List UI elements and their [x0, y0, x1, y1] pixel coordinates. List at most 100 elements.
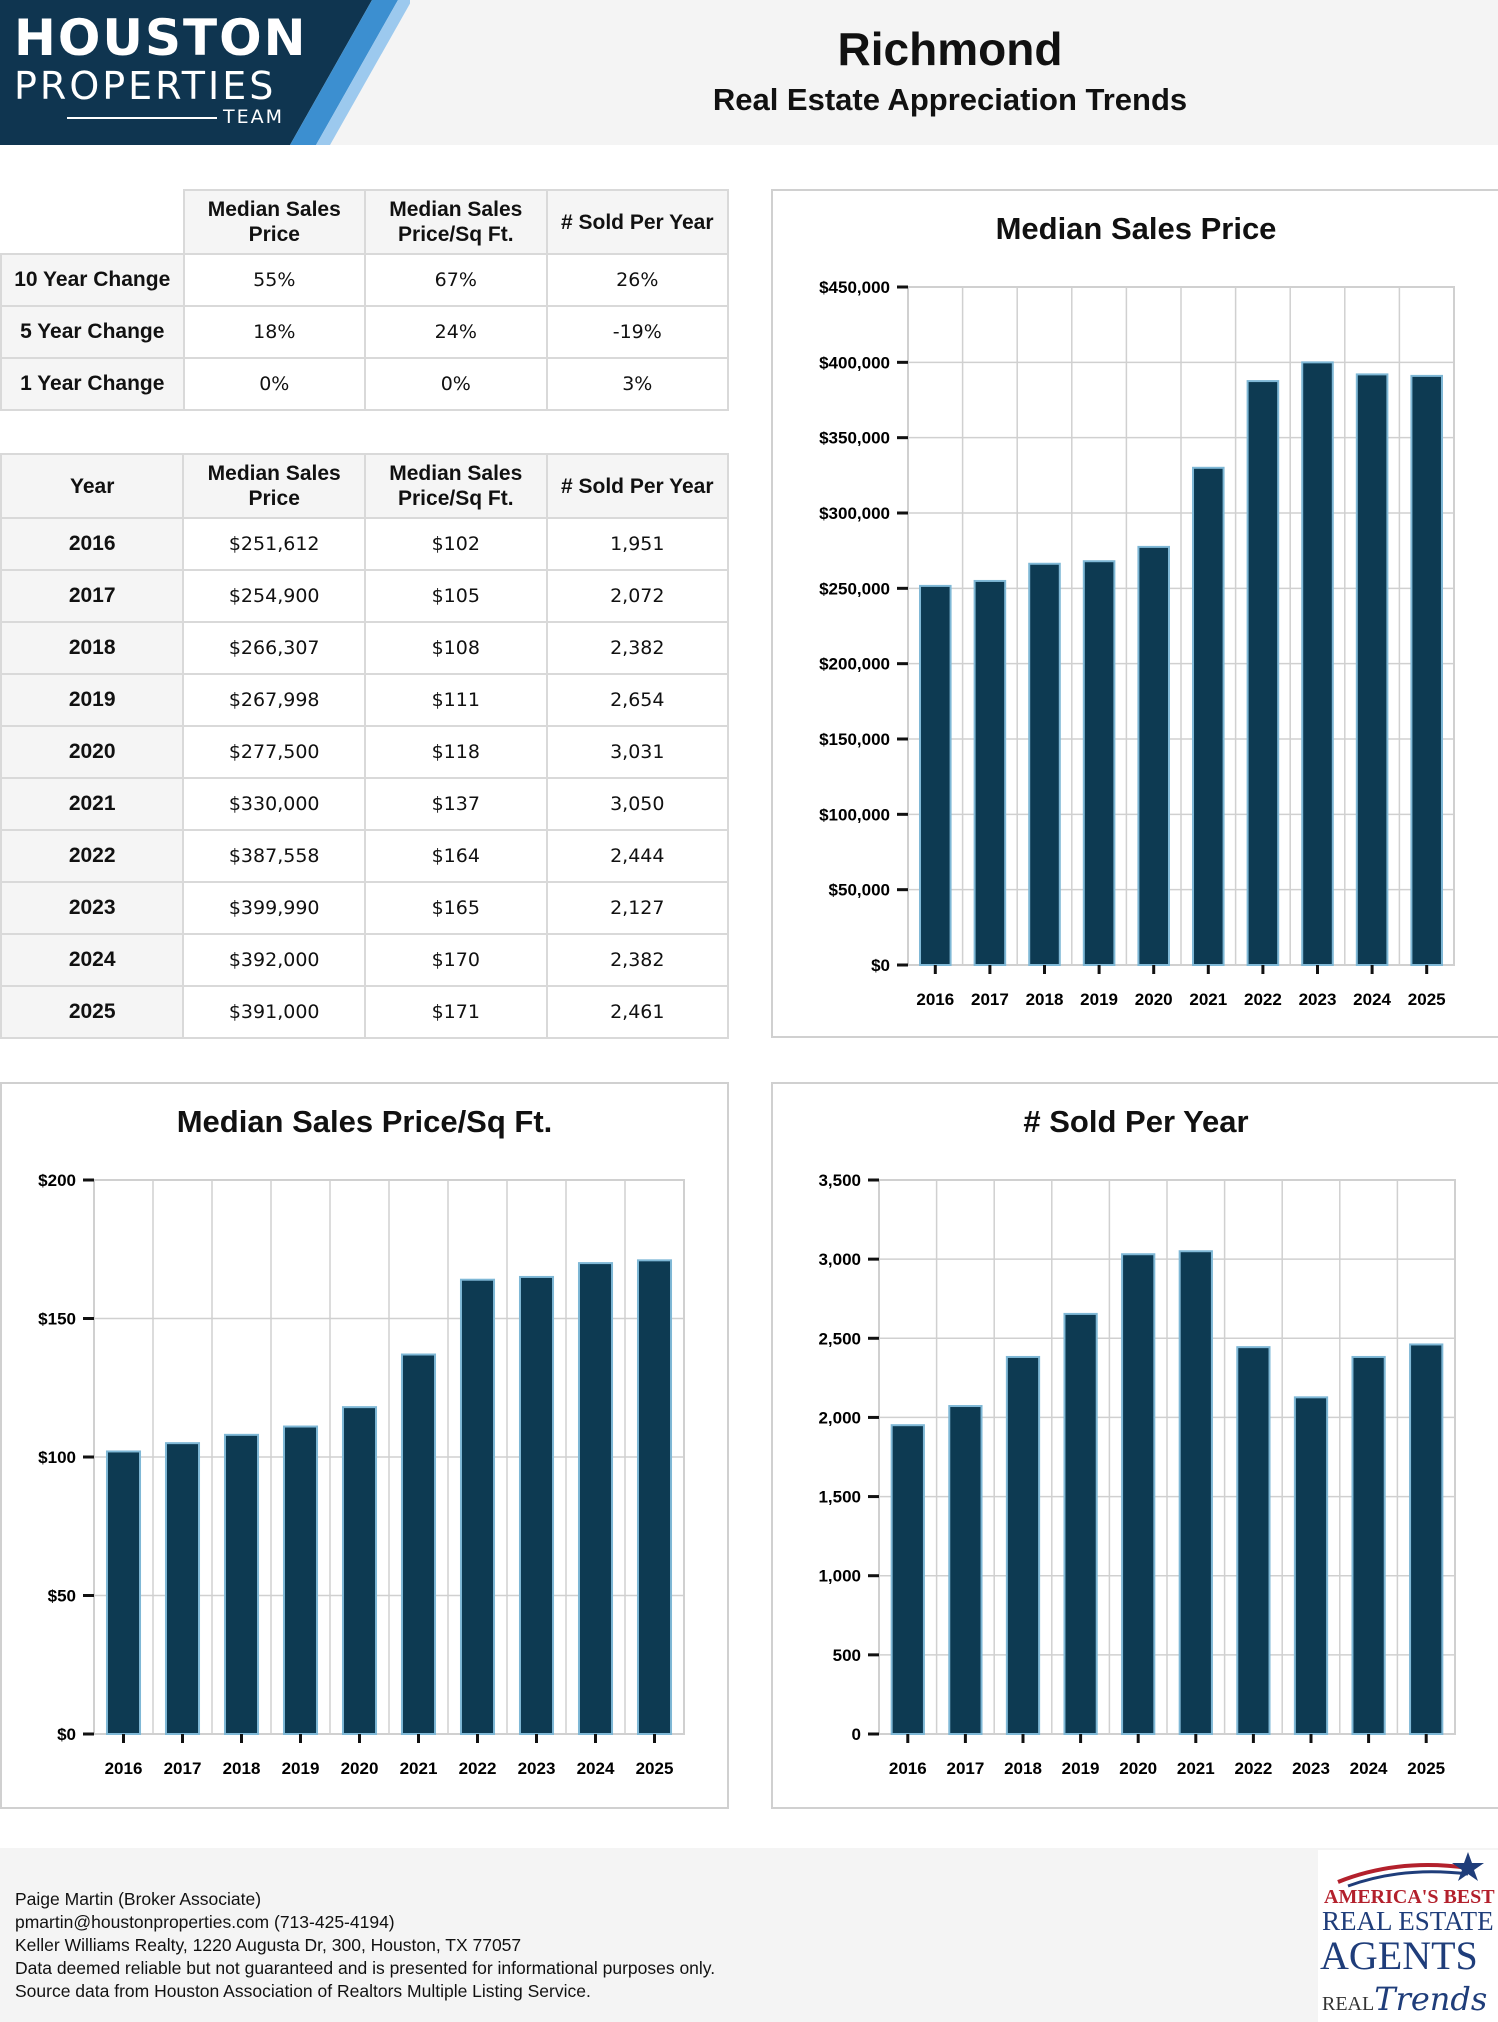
table-cell: 2,654 — [545, 673, 730, 727]
bar — [1293, 1396, 1329, 1735]
y-tick-label: $200 — [38, 1171, 76, 1190]
footer-address: Keller Williams Realty, 1220 Augusta Dr,… — [15, 1935, 522, 1955]
table-cell: 2,444 — [545, 829, 730, 883]
table-cell: $165 — [363, 881, 548, 935]
table-cell: $171 — [363, 985, 548, 1039]
logo-properties: PROPERTIES — [14, 64, 277, 108]
x-tick-label: 2017 — [971, 990, 1009, 1009]
footer-disclaimer: Data deemed reliable but not guaranteed … — [15, 1958, 716, 1978]
table-cell: $399,990 — [182, 881, 366, 935]
x-tick-label: 2018 — [1026, 990, 1064, 1009]
y-tick-label: $300,000 — [819, 504, 890, 523]
table-cell: 24% — [364, 305, 548, 359]
row-year: 2017 — [0, 569, 185, 623]
column-header: Median Sales Price/Sq Ft. — [363, 453, 548, 519]
table-cell: $118 — [363, 725, 548, 779]
table-cell: $105 — [363, 569, 548, 623]
chart-title: Median Sales Price — [995, 211, 1277, 246]
x-tick-label: 2025 — [1408, 990, 1446, 1009]
chart-price-per-sqft-svg: $0 $50 $100 $150 $200 2016 2017 2018 2019 2020 202… — [38, 1171, 685, 1778]
x-tick-label: 2022 — [1234, 1759, 1272, 1778]
table-cell: $102 — [363, 517, 548, 571]
bar — [1005, 1355, 1041, 1735]
table-cell: -19% — [545, 305, 730, 359]
chart-price-per-sqft: Median Sales Price/Sq Ft. $0 $50 $100 $150 $… — [0, 1082, 729, 1809]
table-cell: $164 — [363, 829, 548, 883]
y-tick-label: $100 — [38, 1448, 76, 1467]
bar — [1355, 373, 1389, 967]
y-tick-label: $200,000 — [819, 655, 890, 674]
chart-title: # Sold Per Year — [1023, 1104, 1249, 1139]
x-tick-label: 2023 — [1299, 990, 1337, 1009]
y-tick-label: 500 — [833, 1646, 861, 1665]
row-label: 1 Year Change — [0, 357, 185, 411]
table-cell: 3,031 — [545, 725, 730, 779]
bar — [1409, 1343, 1444, 1735]
logo[interactable]: HOUSTON PROPERTIES TEAM — [14, 10, 307, 128]
bar — [518, 1275, 555, 1735]
row-label: 10 Year Change — [0, 253, 185, 307]
table-row: 2025 $391,000 $171 2,461 — [0, 985, 730, 1039]
badge-line1: AMERICA'S BEST — [1324, 1886, 1495, 1908]
table-cell: $108 — [363, 621, 548, 675]
badge-line3: AGENTS — [1320, 1933, 1478, 1978]
table-cell: $392,000 — [182, 933, 366, 987]
y-tick-label: 2,000 — [818, 1408, 861, 1427]
y-tick-label: $100,000 — [819, 805, 890, 824]
chart-sold-per-year: # Sold Per Year 0 500 1,000 1,500 2,000 2,500… — [771, 1082, 1498, 1809]
x-tick-label: 2016 — [889, 1759, 927, 1778]
y-tick-label: $400,000 — [819, 353, 890, 372]
bar — [973, 579, 1007, 966]
bar — [164, 1442, 201, 1735]
x-tick-label: 2020 — [1135, 990, 1173, 1009]
table-corner — [1, 190, 185, 255]
bar — [1063, 1312, 1098, 1735]
badge-line2: REAL ESTATE — [1322, 1906, 1494, 1936]
bar — [1301, 361, 1334, 967]
bar — [890, 1424, 925, 1735]
table-cell: 0% — [182, 357, 367, 411]
bar — [1121, 1253, 1156, 1735]
x-tick-label: 2021 — [1189, 990, 1227, 1009]
y-tick-label: $150 — [38, 1310, 76, 1329]
logo-team: TEAM — [14, 106, 284, 128]
table-cell: 2,072 — [545, 569, 730, 623]
row-year: 2022 — [0, 829, 185, 883]
x-tick-label: 2020 — [341, 1759, 379, 1778]
page-subtitle: Real Estate Appreciation Trends — [712, 82, 1188, 117]
x-tick-label: 2024 — [1350, 1759, 1388, 1778]
table-cell: $277,500 — [182, 725, 366, 779]
chart-median-sales-price-svg: $0 $50,000 $100,000 $150,000 $200,000 $250,00… — [819, 278, 1455, 1009]
bar — [459, 1278, 496, 1735]
y-tick-label: $50,000 — [829, 881, 890, 900]
footer-contact: pmartin@houstonproperties.com (713-425-4… — [15, 1912, 395, 1932]
bar — [636, 1259, 673, 1736]
table-row: 10 Year Change 55% 67% 26% — [0, 253, 730, 307]
x-tick-label: 2022 — [459, 1759, 497, 1778]
table-cell: 26% — [545, 253, 730, 307]
row-label: 5 Year Change — [0, 305, 185, 359]
x-tick-label: 2016 — [105, 1759, 143, 1778]
table-cell: $137 — [363, 777, 548, 831]
table-cell: $170 — [363, 933, 548, 987]
table-row: 2017 $254,900 $105 2,072 — [0, 569, 730, 623]
bar — [223, 1433, 260, 1735]
table-row: 2024 $392,000 $170 2,382 — [0, 933, 730, 987]
table-row: 2018 $266,307 $108 2,382 — [0, 621, 730, 675]
y-tick-label: $50 — [48, 1587, 76, 1606]
x-tick-label: 2021 — [400, 1759, 438, 1778]
column-header: Median Sales Price — [182, 453, 366, 519]
row-year: 2023 — [0, 881, 185, 935]
footer-agent-name: Paige Martin (Broker Associate) — [15, 1889, 262, 1909]
table-row: 2016 $251,612 $102 1,951 — [0, 517, 730, 571]
table-cell: 2,382 — [545, 933, 730, 987]
year-table: Year Median Sales Price Median Sales Pri… — [0, 453, 730, 1039]
x-tick-label: 2019 — [1080, 990, 1118, 1009]
column-header: Year — [0, 453, 185, 519]
x-tick-label: 2018 — [223, 1759, 261, 1778]
table-cell: 1,951 — [545, 517, 730, 571]
table-cell: 18% — [182, 305, 367, 359]
change-table: Median Sales Price Median Sales Price/Sq… — [0, 189, 730, 411]
bar — [1246, 380, 1280, 966]
bar — [1192, 466, 1225, 966]
